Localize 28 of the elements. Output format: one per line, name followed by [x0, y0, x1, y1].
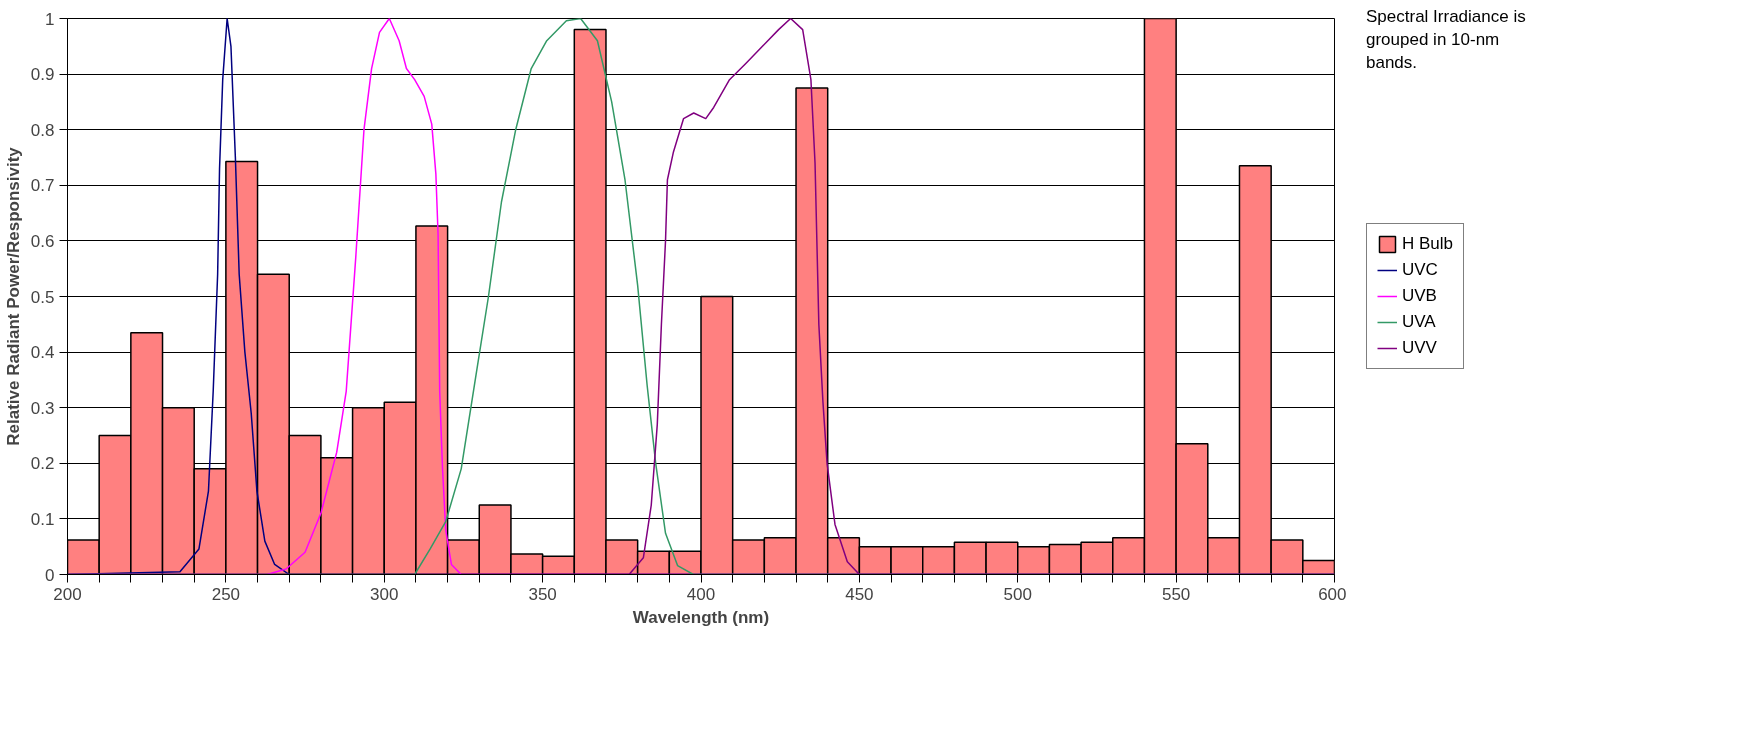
- x-tick-label: 450: [845, 584, 874, 604]
- y-axis-title: Relative Radiant Power/Responsivity: [3, 146, 23, 446]
- y-tick-label: 0: [45, 565, 55, 585]
- y-tick-label: 0.4: [30, 343, 55, 363]
- x-tick-label: 550: [1161, 584, 1191, 604]
- x-tick-label: 600: [1318, 584, 1347, 604]
- y-tick-label: 0.3: [30, 398, 55, 418]
- y-tick-label: 0.1: [30, 509, 55, 529]
- y-tick-label: 0.8: [30, 120, 55, 140]
- legend-label: H Bulb: [1402, 234, 1454, 254]
- x-axis-title: Wavelength (nm): [632, 607, 770, 627]
- y-tick-label: 0.5: [30, 287, 55, 307]
- x-tick-label: 500: [1003, 584, 1032, 604]
- y-tick-label: 0.9: [30, 65, 55, 85]
- legend-label: UVA: [1402, 312, 1436, 332]
- y-tick-label: 0.7: [30, 176, 55, 196]
- x-tick-label: 400: [686, 584, 716, 604]
- y-tick-label: 1: [45, 9, 55, 29]
- legend-label: UVB: [1402, 286, 1437, 306]
- legend-label: UVV: [1402, 338, 1437, 358]
- y-tick-label: 0.2: [30, 454, 55, 474]
- y-tick-label: 0.6: [30, 231, 55, 251]
- x-tick-label: 250: [211, 584, 241, 604]
- x-tick-label: 200: [53, 584, 82, 604]
- x-tick-label: 300: [370, 584, 399, 604]
- x-tick-label: 350: [528, 584, 557, 604]
- text: Spectral Irradiance is grouped in 10-nm bands.: [1366, 6, 1526, 74]
- legend-label: UVC: [1402, 260, 1438, 280]
